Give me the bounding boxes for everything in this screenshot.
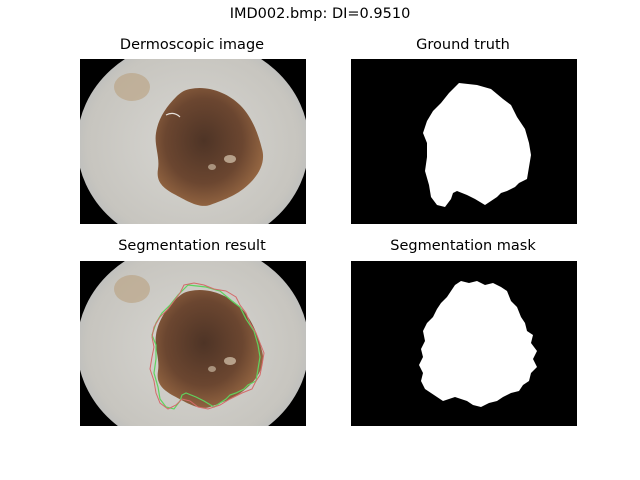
ground-truth-region: [423, 83, 531, 207]
segmentation-mask: [351, 261, 577, 426]
contour-ground-truth: [151, 284, 261, 410]
ground-truth-mask: [351, 59, 577, 224]
segmentation-region: [419, 281, 537, 407]
contour-segmentation: [149, 282, 265, 410]
segmentation-result-image: [80, 261, 306, 426]
lesion: [155, 87, 264, 206]
figure-title: IMD002.bmp: DI=0.9510: [229, 6, 411, 22]
panel-title-segmentation-result: Segmentation result: [118, 238, 266, 254]
panel-title-ground-truth: Ground truth: [416, 37, 510, 53]
panel-title-segmentation-mask: Segmentation mask: [390, 238, 536, 254]
panel-title-dermoscopic: Dermoscopic image: [119, 37, 265, 53]
dermoscopic-image: [80, 59, 306, 224]
